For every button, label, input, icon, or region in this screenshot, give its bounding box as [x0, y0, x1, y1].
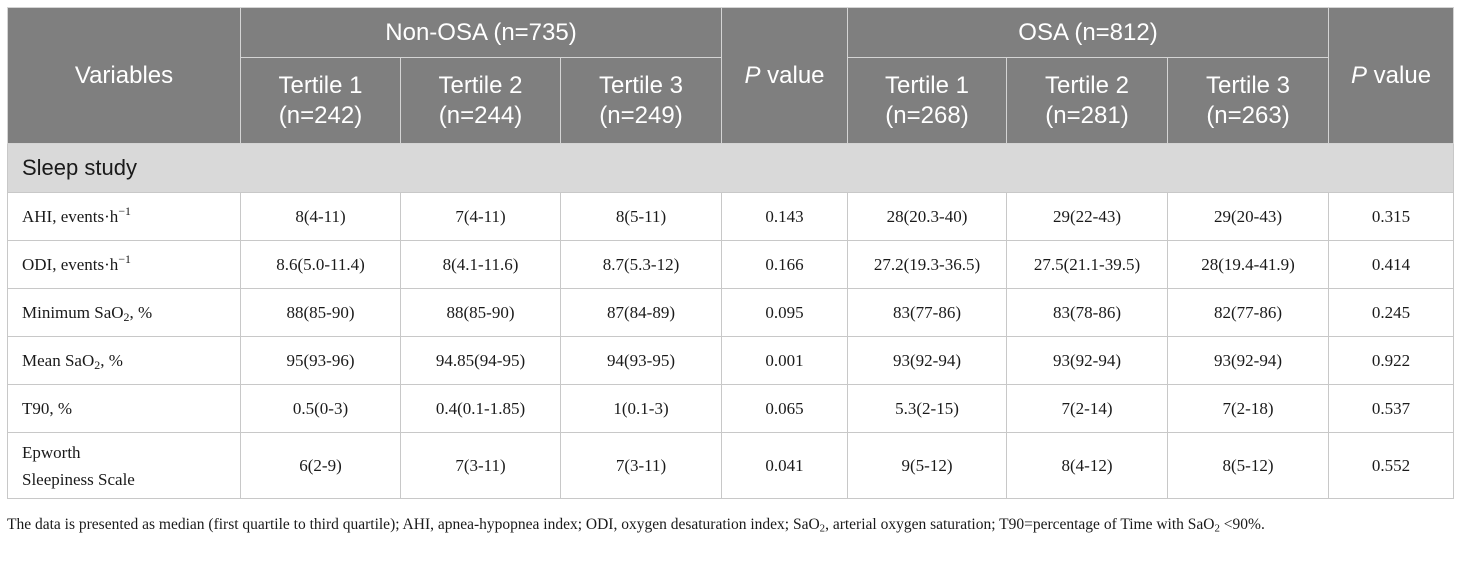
osa-group-header: OSA (n=812): [846, 7, 1330, 58]
table-cell: 94.85(94-95): [400, 336, 561, 385]
table-cell: 8(5-11): [560, 192, 722, 241]
table-cell: 83(78-86): [1006, 288, 1168, 337]
section-title-sleep-study: Sleep study: [6, 143, 1455, 193]
p-value-header-non-osa: P value: [721, 7, 848, 144]
table-cell: 7(2-18): [1166, 384, 1330, 433]
table-cell: 6(2-9): [240, 432, 401, 499]
p-value-cell: 0.245: [1328, 288, 1455, 337]
table-header: Variables Non-OSA (n=735) P value OSA (n…: [7, 7, 1455, 144]
p-value-cell: 0.315: [1328, 192, 1455, 241]
table-footnote: The data is presented as median (first q…: [7, 516, 1265, 535]
table-cell: 1(0.1-3): [560, 384, 722, 433]
p-value-cell: 0.414: [1328, 240, 1455, 289]
table-cell: 7(3-11): [400, 432, 561, 499]
table-cell: 8(4-12): [1006, 432, 1168, 499]
table-row-epworth: Epworth Sleepiness Scale 6(2-9) 7(3-11) 7…: [7, 432, 1455, 499]
row-label-ahi: AHI, events·h−1: [7, 192, 241, 241]
table-cell: 0.4(0.1-1.85): [400, 384, 561, 433]
p-value-cell: 0.065: [721, 384, 848, 433]
table-cell: 8(4-11): [240, 192, 401, 241]
row-label-mean-sao2: Mean SaO2, %: [7, 336, 241, 385]
table-cell: 87(84-89): [560, 288, 722, 337]
table-row-t90: T90, % 0.5(0-3) 0.4(0.1-1.85) 1(0.1-3) 0…: [7, 384, 1455, 433]
p-value-cell: 0.143: [721, 192, 848, 241]
table-cell: 9(5-12): [847, 432, 1007, 499]
non-osa-tertile-1-header: Tertile 1 (n=242): [240, 57, 401, 144]
p-value-cell: 0.166: [721, 240, 848, 289]
osa-tertile-3-header: Tertile 3 (n=263): [1166, 57, 1330, 144]
non-osa-group-header: Non-OSA (n=735): [240, 7, 722, 58]
non-osa-tertile-3-header: Tertile 3 (n=249): [560, 57, 722, 144]
table-cell: 27.2(19.3-36.5): [847, 240, 1007, 289]
table-row-mean-sao2: Mean SaO2, % 95(93-96) 94.85(94-95) 94(9…: [7, 336, 1455, 385]
table-cell: 7(4-11): [400, 192, 561, 241]
variables-header: Variables: [7, 7, 241, 144]
non-osa-tertile-2-header: Tertile 2 (n=244): [400, 57, 561, 144]
p-value-cell: 0.552: [1328, 432, 1455, 499]
p-value-cell: 0.041: [721, 432, 848, 499]
p-value-cell: 0.537: [1328, 384, 1455, 433]
table-cell: 95(93-96): [240, 336, 401, 385]
table-row-ahi: AHI, events·h−1 8(4-11) 7(4-11) 8(5-11) …: [7, 192, 1455, 241]
p-value-header-osa: P value: [1328, 7, 1455, 144]
table-cell: 8.6(5.0-11.4): [240, 240, 401, 289]
table-cell: 94(93-95): [560, 336, 722, 385]
sleep-study-table: Variables Non-OSA (n=735) P value OSA (n…: [6, 7, 1455, 499]
row-label-epworth: Epworth Sleepiness Scale: [7, 432, 241, 499]
osa-tertile-1-header: Tertile 1 (n=268): [847, 57, 1007, 144]
table-cell: 93(92-94): [1166, 336, 1330, 385]
table-row-odi: ODI, events·h−1 8.6(5.0-11.4) 8(4.1-11.6…: [7, 240, 1455, 289]
row-label-minimum-sao2: Minimum SaO2, %: [7, 288, 241, 337]
osa-tertile-2-header: Tertile 2 (n=281): [1006, 57, 1168, 144]
p-value-cell: 0.922: [1328, 336, 1455, 385]
table-cell: 5.3(2-15): [847, 384, 1007, 433]
table-cell: 29(22-43): [1006, 192, 1168, 241]
row-label-t90: T90, %: [7, 384, 241, 433]
table-cell: 88(85-90): [400, 288, 561, 337]
table-cell: 28(20.3-40): [847, 192, 1007, 241]
table-cell: 8(5-12): [1166, 432, 1330, 499]
table-cell: 28(19.4-41.9): [1166, 240, 1330, 289]
row-label-odi: ODI, events·h−1: [7, 240, 241, 289]
table-cell: 0.5(0-3): [240, 384, 401, 433]
table-cell: 93(92-94): [1006, 336, 1168, 385]
table-cell: 88(85-90): [240, 288, 401, 337]
table-cell: 29(20-43): [1166, 192, 1330, 241]
table-container: Variables Non-OSA (n=735) P value OSA (n…: [6, 7, 1455, 499]
table-cell: 8.7(5.3-12): [560, 240, 722, 289]
p-value-cell: 0.095: [721, 288, 848, 337]
table-cell: 8(4.1-11.6): [400, 240, 561, 289]
table-cell: 83(77-86): [847, 288, 1007, 337]
p-value-cell: 0.001: [721, 336, 848, 385]
table-cell: 82(77-86): [1166, 288, 1330, 337]
table-cell: 7(2-14): [1006, 384, 1168, 433]
table-cell: 7(3-11): [560, 432, 722, 499]
table-cell: 27.5(21.1-39.5): [1006, 240, 1168, 289]
table-cell: 93(92-94): [847, 336, 1007, 385]
table-row-minimum-sao2: Minimum SaO2, % 88(85-90) 88(85-90) 87(8…: [7, 288, 1455, 337]
